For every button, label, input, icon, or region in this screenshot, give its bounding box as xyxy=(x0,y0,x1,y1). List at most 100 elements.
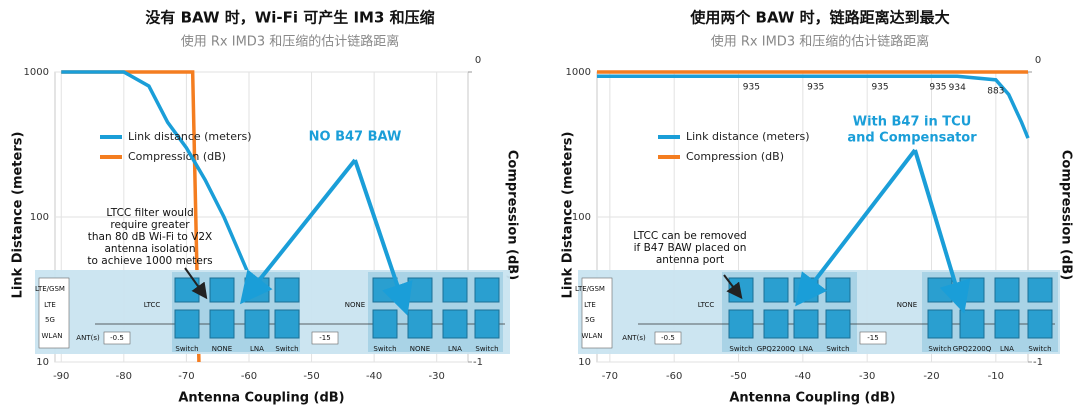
block xyxy=(825,309,851,339)
block xyxy=(994,309,1020,339)
block xyxy=(244,309,270,339)
block xyxy=(728,309,754,339)
note: to achieve 1000 meters xyxy=(87,255,212,267)
block xyxy=(959,277,985,303)
diagram-label: Switch xyxy=(373,345,396,353)
diagram-label: WLAN xyxy=(581,332,602,340)
block xyxy=(994,277,1020,303)
diagram-label: LNA xyxy=(799,345,813,353)
y-tick-label: 10 xyxy=(36,357,49,368)
diagram-label: 5G xyxy=(585,316,595,324)
y-tick-label: 100 xyxy=(572,212,591,223)
diagram-label: -15 xyxy=(867,334,878,342)
note: if B47 BAW placed on xyxy=(634,242,747,254)
y2-tick-label: 0 xyxy=(475,55,481,66)
chart-subtitle: 使用 Rx IMD3 和压缩的估计链路距离 xyxy=(181,34,399,50)
diagram-label: Switch xyxy=(729,345,752,353)
value-box xyxy=(654,331,682,345)
note: LTCC filter would xyxy=(106,207,193,219)
x-axis-label: Antenna Coupling (dB) xyxy=(178,391,344,406)
block xyxy=(959,309,985,339)
block xyxy=(825,277,851,303)
diagram-label: WLAN xyxy=(41,332,62,340)
diagram-label: Switch xyxy=(475,345,498,353)
diagram-label: Switch xyxy=(826,345,849,353)
value-box xyxy=(859,331,887,345)
callout: NO B47 BAW xyxy=(309,130,402,145)
x-tick-label: -20 xyxy=(923,371,939,382)
value-label: 935 xyxy=(743,83,760,93)
chart-subtitle: 使用 Rx IMD3 和压缩的估计链路距离 xyxy=(711,34,929,50)
x-tick-label: -80 xyxy=(116,371,132,382)
block xyxy=(474,309,500,339)
block xyxy=(442,277,468,303)
value-label: 935 xyxy=(807,83,824,93)
y2-tick-label: -1 xyxy=(1033,357,1043,368)
block xyxy=(209,309,235,339)
diagram-label: NONE xyxy=(345,301,365,309)
y-tick-label: 100 xyxy=(30,212,49,223)
block xyxy=(927,277,953,303)
block xyxy=(763,277,789,303)
block xyxy=(474,277,500,303)
diagram-label: LNA xyxy=(250,345,264,353)
y-axis-label: Link Distance (meters) xyxy=(561,132,576,299)
diagram-label: NONE xyxy=(897,301,917,309)
callout-arrow xyxy=(353,159,413,316)
block xyxy=(372,309,398,339)
y2-tick-label: -1 xyxy=(473,357,483,368)
y2-tick-label: 0 xyxy=(1035,55,1041,66)
block xyxy=(763,309,789,339)
y-tick-label: 10 xyxy=(578,357,591,368)
legend-label: Link distance (meters) xyxy=(686,130,810,143)
value-label: 883 xyxy=(987,86,1004,96)
block xyxy=(927,309,953,339)
callout-arrow xyxy=(913,149,971,314)
block xyxy=(1027,277,1053,303)
x-tick-label: -50 xyxy=(303,371,319,382)
y2-axis-label: Compression (dB) xyxy=(1059,150,1074,280)
antenna-box xyxy=(38,277,70,349)
legend-label: Compression (dB) xyxy=(686,150,784,163)
diagram-label: 5G xyxy=(45,316,55,324)
chart-title: 没有 BAW 时，Wi-Fi 可产生 IM3 和压缩 xyxy=(145,9,434,27)
y-axis-label: Link Distance (meters) xyxy=(11,132,26,299)
series-line xyxy=(597,74,1030,139)
diagram-label: Switch xyxy=(1028,345,1051,353)
callout: and Compensator xyxy=(847,131,977,146)
value-label: 935 xyxy=(929,83,946,93)
callout: With B47 in TCU xyxy=(853,115,972,130)
x-tick-label: -10 xyxy=(988,371,1004,382)
diagram-label: -15 xyxy=(319,334,330,342)
value-label: 934 xyxy=(949,83,966,93)
diagram-label: -0.5 xyxy=(110,334,124,342)
x-tick-label: -30 xyxy=(859,371,875,382)
value-label: 935 xyxy=(871,83,888,93)
y-tick-label: 1000 xyxy=(24,67,49,78)
x-tick-label: -50 xyxy=(730,371,746,382)
diagram-label: LTE xyxy=(44,301,56,309)
legend-label: Link distance (meters) xyxy=(128,130,252,143)
diagram-label: LTE/GSM xyxy=(35,285,65,293)
diagram-label: LNA xyxy=(448,345,462,353)
diagram-label: LNA xyxy=(1000,345,1014,353)
diagram-label: -0.5 xyxy=(661,334,675,342)
note: than 80 dB Wi-Fi to V2X xyxy=(88,231,212,243)
diagram-label: LTCC xyxy=(698,301,715,309)
callout-arrow xyxy=(240,158,357,305)
diagram-label: GPQ2200Q xyxy=(953,345,992,353)
block xyxy=(728,277,754,303)
chart-title: 使用两个 BAW 时，链路距离达到最大 xyxy=(689,9,949,27)
block xyxy=(274,277,300,303)
block xyxy=(274,309,300,339)
note: require greater xyxy=(110,219,190,231)
diagram-label: Switch xyxy=(928,345,951,353)
diagram-label: GPQ2200Q xyxy=(757,345,796,353)
block xyxy=(442,309,468,339)
x-tick-label: -70 xyxy=(602,371,618,382)
callout-arrow xyxy=(795,148,917,307)
diagram-label: LTE/GSM xyxy=(575,285,605,293)
x-tick-label: -60 xyxy=(241,371,257,382)
x-tick-label: -30 xyxy=(429,371,445,382)
